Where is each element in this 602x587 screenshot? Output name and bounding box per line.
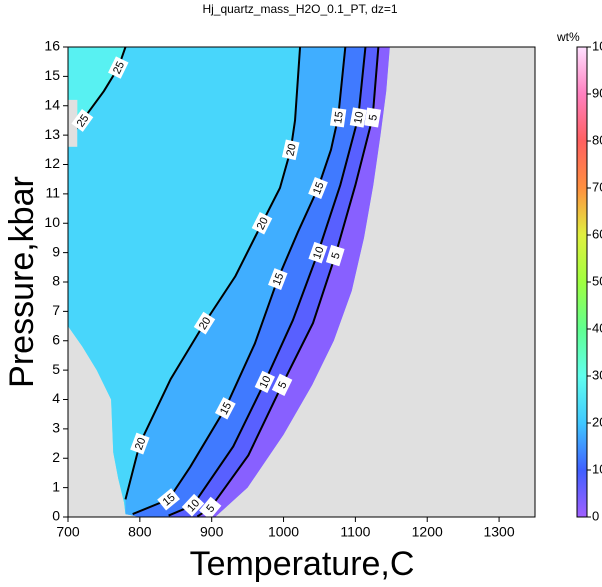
contour-label-bg: [71, 109, 94, 132]
colorbar-tick-label: 50: [592, 273, 602, 288]
contour-label: 5: [329, 251, 342, 260]
contour-label: 5: [367, 114, 380, 122]
colorbar: [576, 46, 588, 518]
y-tick-label: 15: [44, 67, 60, 83]
y-axis-label: Pressure,kbar: [3, 176, 41, 388]
contour-label-bg: [181, 493, 205, 517]
y-tick-label: 14: [44, 96, 60, 112]
y-tick-label: 13: [44, 126, 60, 142]
x-tick-label: 1300: [483, 524, 514, 540]
x-tick-label: 1200: [412, 524, 443, 540]
contour-label-bg: [308, 177, 328, 199]
y-tick-label: 0: [52, 508, 60, 524]
contour-label-bg: [199, 496, 222, 520]
x-tick-label: 1100: [340, 524, 370, 540]
contour-label-bg: [254, 370, 276, 394]
contour-label-bg: [364, 107, 382, 128]
contour-line: [124, 47, 302, 500]
x-axis-label: Temperature,C: [190, 545, 415, 583]
y-tick-label: 2: [52, 449, 60, 465]
chart-title: Hj_quartz_mass_H2O_0.1_PT, dz=1: [202, 2, 397, 16]
contour-label: 15: [218, 401, 234, 417]
colorbar-tick-label: 10: [592, 461, 602, 476]
colorbar-label: wt%: [556, 30, 580, 44]
contour-label: 5: [276, 380, 289, 391]
contour-label-bg: [308, 241, 328, 264]
contour-label: 20: [255, 215, 271, 231]
colorbar-tick-label: 40: [592, 320, 602, 335]
contour-label-bg: [268, 268, 288, 290]
contour-label: 15: [332, 111, 346, 125]
colorbar-tick-label: 80: [592, 132, 602, 147]
contour-label-bg: [108, 56, 129, 79]
y-tick-label: 10: [44, 214, 60, 230]
contour-label-bg: [130, 432, 150, 455]
contour-label-bg: [251, 212, 273, 235]
contour-label: 20: [284, 143, 298, 158]
contour-label-bg: [281, 139, 300, 161]
contour-label: 20: [197, 315, 214, 332]
contour-label: 25: [75, 112, 92, 129]
contour-label-bg: [349, 107, 367, 128]
y-tick-label: 8: [52, 273, 60, 289]
colorbar-tick-label: 70: [592, 179, 602, 194]
x-tick-label: 700: [56, 524, 80, 540]
x-tick-label: 900: [200, 524, 224, 540]
colorbar-tick-label: 60: [592, 226, 602, 241]
y-tick-label: 12: [44, 155, 60, 171]
contour-label-bg: [271, 373, 293, 396]
contour-line: [196, 47, 380, 517]
colorbar-tick-label: 20: [592, 414, 602, 429]
y-tick-label: 1: [52, 478, 60, 494]
colorbar-tick-label: 100: [592, 38, 602, 53]
contour-label-bg: [214, 397, 236, 420]
contour-label: 10: [258, 374, 274, 390]
x-tick-label: 1000: [268, 524, 299, 540]
contour-label: 10: [352, 111, 366, 125]
y-tick-label: 7: [52, 302, 60, 318]
y-tick-label: 9: [52, 243, 60, 259]
contour-label-bg: [193, 311, 216, 335]
colorbar-tick-label: 90: [592, 85, 602, 100]
y-tick-label: 5: [52, 361, 60, 377]
y-tick-label: 16: [44, 38, 60, 54]
colorbar-tick-label: 0: [592, 508, 599, 523]
y-tick-label: 3: [52, 420, 60, 436]
colorbar-tick-label: 30: [592, 367, 602, 382]
contour-label: 25: [111, 60, 127, 76]
contour-label: 10: [311, 245, 326, 261]
y-tick-label: 11: [45, 185, 60, 201]
contour-label-bg: [325, 244, 345, 267]
y-tick-label: 4: [52, 390, 60, 406]
contour-label: 15: [271, 272, 287, 288]
contour-label-bg: [329, 107, 347, 128]
contour-label: 20: [133, 436, 149, 452]
field-outside: [215, 47, 536, 517]
contour-label: 15: [311, 180, 327, 196]
x-tick-label: 800: [128, 524, 152, 540]
contour-label-bg: [157, 488, 180, 511]
contour-line: [168, 47, 367, 517]
y-tick-label: 6: [52, 331, 60, 347]
